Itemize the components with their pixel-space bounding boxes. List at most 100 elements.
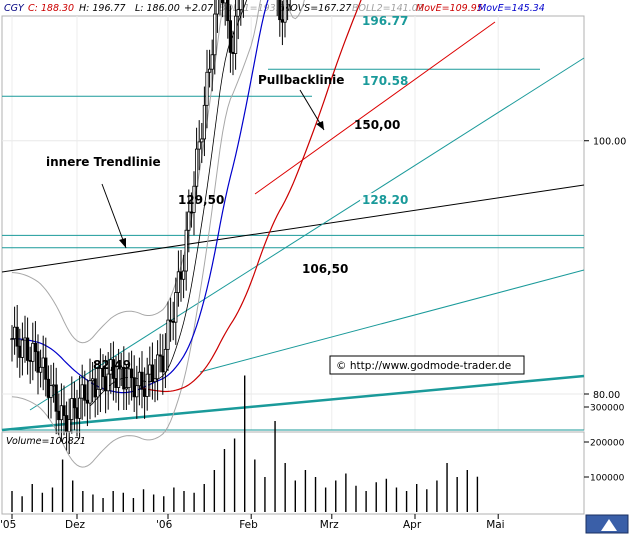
candle-body <box>132 377 136 398</box>
header-indicator-2: H: 196.77 <box>79 3 126 14</box>
candle-body <box>283 0 287 23</box>
volume-axis: 100000 200000 300000 <box>584 404 625 484</box>
candle-body <box>31 342 35 362</box>
candle-body <box>93 378 97 398</box>
candle-body <box>233 15 238 54</box>
level-label: 170.58 <box>362 74 408 88</box>
level-label: 150,00 <box>354 118 400 132</box>
candle-body <box>153 378 157 383</box>
candle-body <box>10 338 14 341</box>
candle-body <box>85 399 89 404</box>
level-label-bg <box>360 193 406 207</box>
annotation-pullbacklinie: Pullbacklinie <box>258 73 344 87</box>
candle-body <box>179 271 183 280</box>
candle-body <box>280 19 285 23</box>
bollinger-lower <box>11 0 305 468</box>
candle-body <box>129 368 134 379</box>
level-label: 128.20 <box>362 193 408 207</box>
mid-channel-line <box>199 269 585 373</box>
header-indicator-8: MovE=109.95 <box>416 3 483 14</box>
candle-body <box>117 368 121 388</box>
candle-body <box>202 104 206 140</box>
candle-body <box>28 360 32 362</box>
candle-body <box>91 378 95 382</box>
volume-tick-label: 100000 <box>590 474 625 484</box>
header-indicator-7: BOLL2=141.02 <box>352 3 424 14</box>
candle-body <box>236 9 240 17</box>
arrow-head-icon <box>316 121 324 130</box>
inner-trendline <box>1 184 585 273</box>
candle-body <box>25 337 30 361</box>
y-tick-label: 80.00 <box>593 390 620 401</box>
header-indicator-4: +2.07 <box>184 3 213 14</box>
candle-body <box>104 376 108 392</box>
candle-body <box>137 371 141 387</box>
candle-body <box>148 364 152 375</box>
candle-body <box>192 185 196 213</box>
watermark-box <box>329 355 525 375</box>
candle-body <box>15 326 19 347</box>
candle-body <box>49 385 53 398</box>
candle-body <box>36 351 40 373</box>
candle-body <box>114 378 118 388</box>
candle-body <box>52 384 56 387</box>
candle-body <box>210 54 214 70</box>
candle-body <box>226 0 230 22</box>
triangle-icon <box>601 519 617 531</box>
candle-body <box>207 68 212 73</box>
candle-body <box>200 138 204 143</box>
header-indicator-5: BOLL1=193.53 <box>219 3 291 14</box>
x-tick-label: Dez <box>65 519 86 531</box>
candle-body <box>98 368 102 390</box>
volume-panel-frame <box>1 431 585 515</box>
candle-body <box>142 388 147 397</box>
chart-labels: 196.77 170.58 150,00 128.20 129,50 106,50 82,4… <box>46 14 525 375</box>
candle-body <box>39 366 43 373</box>
header-indicators: CGY C: 188.30 H: 196.77 L: 186.00 +2.07 BOLL1… <box>4 3 545 14</box>
x-tick-label: '06 <box>156 519 173 531</box>
x-tick-label: Mai <box>486 519 504 531</box>
candle-body <box>205 71 209 106</box>
candle-body <box>228 20 232 53</box>
candle-body <box>166 319 170 350</box>
annotation-innere-trendlinie: innere Trendlinie <box>46 155 161 169</box>
candle-body <box>150 364 154 383</box>
candle-body <box>158 354 162 357</box>
candle-body <box>18 345 22 358</box>
candle-body <box>127 368 131 388</box>
upper-channel-line <box>29 57 585 411</box>
volume-label: Volume=100821 <box>6 436 86 447</box>
watermark-text: © http://www.godmode-trader.de <box>336 360 511 372</box>
candle-body <box>197 141 201 150</box>
scroll-corner-button[interactable] <box>585 514 629 534</box>
candle-body <box>171 320 175 323</box>
x-tick-label: '05 <box>0 519 16 531</box>
candle-body <box>239 0 243 11</box>
candle-body <box>213 13 217 56</box>
candle-body <box>67 419 71 432</box>
y-axis: 80.00100.00120.00140.00160.00180.00188.3… <box>584 137 626 401</box>
level-label: 196.77 <box>362 14 408 28</box>
candle-body <box>23 337 27 341</box>
candle-body <box>111 359 115 379</box>
x-tick-label: Mrz <box>320 519 339 531</box>
arrow-head-icon <box>119 238 126 248</box>
candle-body <box>163 348 167 373</box>
candle-body <box>231 51 235 54</box>
candle-body <box>75 407 79 419</box>
candle-body <box>41 357 45 368</box>
header-indicator-0: CGY <box>4 3 25 14</box>
move-red-line <box>141 0 362 393</box>
candle-body <box>161 355 165 373</box>
x-tick-label: Feb <box>239 519 258 531</box>
level-label: 129,50 <box>178 193 224 207</box>
candle-body <box>78 397 82 419</box>
trendline-arrow <box>101 183 127 249</box>
trend-lines <box>1 21 585 432</box>
header-indicator-9: MovE=145.34 <box>478 3 545 14</box>
candle-body <box>54 384 58 412</box>
candle-body <box>168 319 173 322</box>
header-indicator-1: C: 188.30 <box>28 3 74 14</box>
candle-body <box>174 292 178 323</box>
